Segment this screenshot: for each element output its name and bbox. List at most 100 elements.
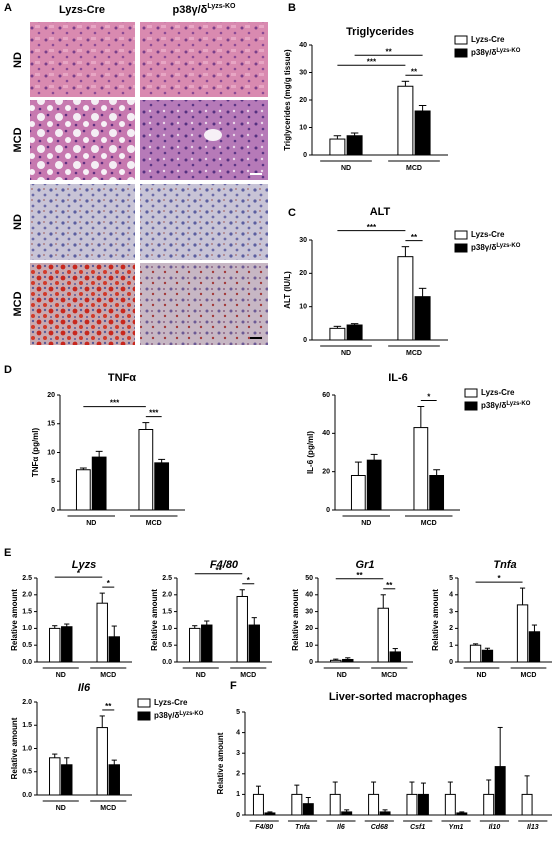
error-bar xyxy=(447,781,453,795)
bar xyxy=(456,812,468,816)
y-axis-label: Triglycerides (mg/g tissue) xyxy=(283,49,292,151)
bar xyxy=(346,324,363,341)
error-bar xyxy=(484,647,491,651)
y-axis-label: Relative amount xyxy=(10,589,19,651)
chart-title: Gr1 xyxy=(356,559,375,571)
y-tick-label: 60 xyxy=(322,392,330,399)
significance-label: ** xyxy=(356,571,363,580)
y-tick-label: 0.5 xyxy=(22,642,32,649)
y-tick-label: 5 xyxy=(449,575,453,582)
significance-label: ** xyxy=(386,581,393,590)
legend-label-superscript: Lyzs-KO xyxy=(506,401,530,407)
y-tick-label: 40 xyxy=(299,42,307,49)
y-axis-label: Relative amount xyxy=(431,589,440,651)
y-tick-label: 40 xyxy=(322,430,330,437)
bar xyxy=(291,793,303,816)
bar xyxy=(469,644,482,663)
bar xyxy=(483,793,495,816)
bar xyxy=(49,757,61,796)
column-label: Lyzs-Cre xyxy=(59,4,105,16)
chart-title: IL-6 xyxy=(388,372,408,384)
error-bar xyxy=(79,467,87,470)
error-bar xyxy=(158,458,166,463)
y-tick-label: 0 xyxy=(303,337,307,344)
error-bar xyxy=(333,325,342,329)
significance-label: ** xyxy=(385,47,392,56)
bar xyxy=(91,456,107,511)
significance-label: *** xyxy=(367,223,377,232)
bar xyxy=(61,626,73,663)
histology-panel: A Lyzs-Cre p38γ/δLyzs-KO ND MCD ND MCD xyxy=(4,2,268,345)
bar xyxy=(413,427,429,511)
x-tick-label: MCD xyxy=(406,350,422,357)
y-tick-label: 0 xyxy=(236,812,240,819)
x-tick-label: MCD xyxy=(100,805,116,812)
error-bar xyxy=(333,135,342,140)
panel-label: D xyxy=(4,364,12,376)
bar-chart: IL-6 IL-6 (pg/ml) 0 20 40 60 ND MCD * Lyzs-Cre p38… xyxy=(306,372,531,527)
bar xyxy=(96,727,108,796)
legend-swatch xyxy=(464,401,478,411)
y-tick-label: 4 xyxy=(449,592,453,599)
bar xyxy=(379,811,391,816)
significance-label: ** xyxy=(215,566,222,575)
bar xyxy=(341,811,353,816)
error-bar xyxy=(433,469,441,476)
bar xyxy=(346,135,363,156)
x-tick-label: ND xyxy=(56,805,66,812)
x-tick-label: Il10 xyxy=(489,824,501,831)
error-bar xyxy=(111,625,117,637)
bar xyxy=(96,602,108,663)
error-bar xyxy=(418,105,427,111)
bar xyxy=(329,138,346,156)
chart-title: Tnfa xyxy=(493,559,516,571)
error-bar xyxy=(204,620,210,626)
bar-chart: B Triglycerides Triglycerides (mg/g tissue… xyxy=(283,2,521,172)
histology-image xyxy=(140,184,268,260)
legend-swatch xyxy=(454,35,468,45)
y-tick-label: 30 xyxy=(299,237,307,244)
x-tick-label: ND xyxy=(341,350,351,357)
y-tick-label: 0.0 xyxy=(22,659,32,666)
significance-label: *** xyxy=(367,57,377,66)
significance-label: ** xyxy=(105,702,112,711)
bar xyxy=(417,793,429,816)
legend-label-text: Lyzs-Cre xyxy=(471,230,505,239)
y-tick-label: 1.5 xyxy=(162,608,172,615)
legend-label: Lyzs-Cre xyxy=(471,35,505,44)
x-tick-label: MCD xyxy=(406,165,422,172)
error-bar xyxy=(294,784,300,795)
legend-label-text: p38γ/δ xyxy=(481,401,506,410)
error-bar xyxy=(401,80,410,87)
chart-title: Lyzs xyxy=(72,559,96,571)
row-label: MCD xyxy=(12,291,24,316)
legend-label: p38γ/δLyzs-KO xyxy=(154,711,204,721)
error-bar xyxy=(239,589,245,597)
significance-label: * xyxy=(107,579,111,588)
y-tick-label: 10 xyxy=(47,449,55,456)
bar-chart: Il6 Relative amount 0.0 0.5 1.0 1.5 2.0 ND MCD **… xyxy=(10,682,204,812)
chart-title: Triglycerides xyxy=(346,26,414,38)
x-tick-label: ND xyxy=(337,672,347,679)
y-tick-label: 0.0 xyxy=(22,792,32,799)
legend-label: Lyzs-Cre xyxy=(481,388,515,397)
significance-label: * xyxy=(77,569,81,578)
legend-swatch xyxy=(454,243,468,253)
y-tick-label: 20 xyxy=(305,625,313,632)
y-tick-label: 15 xyxy=(47,421,55,428)
error-bar xyxy=(409,781,415,795)
row-label: ND xyxy=(12,214,24,230)
bar-chart: Gr1 Relative amount 0 10 20 30 40 50 ND MCD ** ** xyxy=(291,559,413,679)
error-bar xyxy=(251,617,257,626)
x-tick-label: MCD xyxy=(521,672,537,679)
error-bar xyxy=(417,406,425,428)
bar xyxy=(350,475,366,511)
legend-label: p38γ/δLyzs-KO xyxy=(471,48,521,58)
y-tick-label: 2 xyxy=(236,771,240,778)
bar xyxy=(414,110,431,156)
significance-label: * xyxy=(497,574,501,583)
error-bar xyxy=(486,779,492,795)
error-bar xyxy=(255,785,261,795)
x-tick-label: MCD xyxy=(421,520,437,527)
